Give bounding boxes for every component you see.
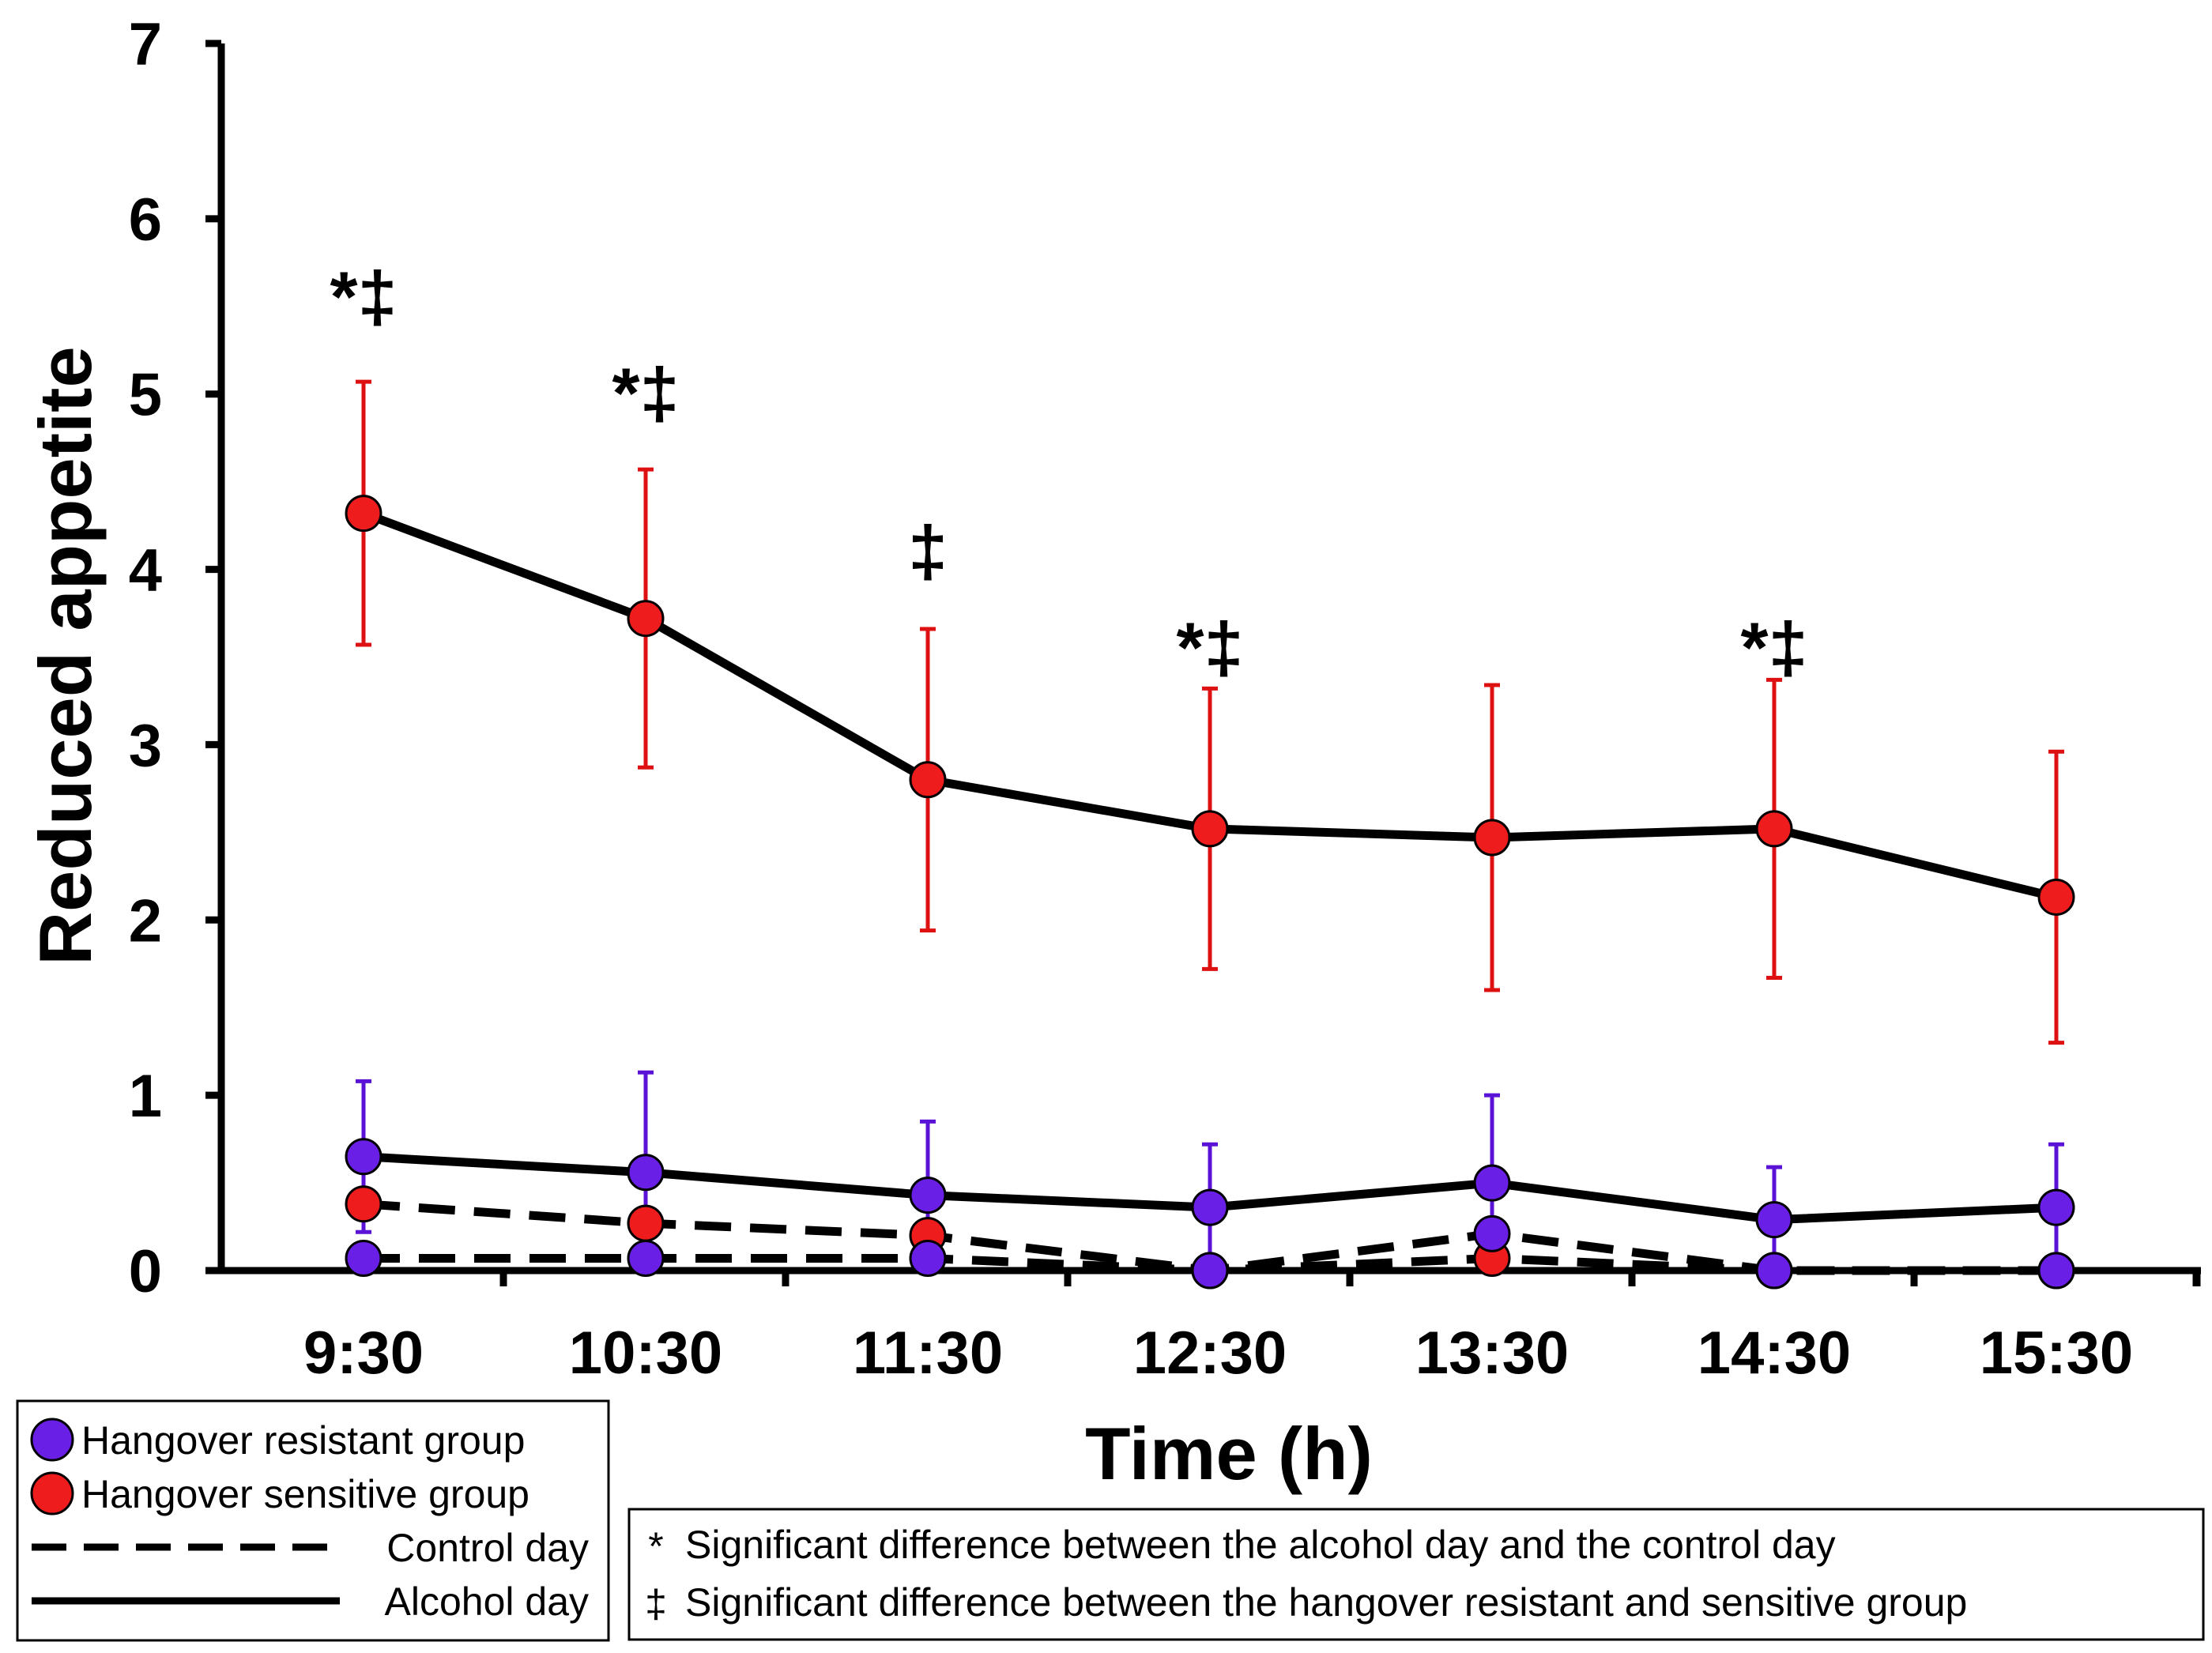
legend-marker-resistant	[30, 1418, 74, 1462]
marker-resistant-alcohol	[1191, 1188, 1229, 1226]
marker-resistant-alcohol	[909, 1177, 947, 1214]
marker-resistant-control	[345, 1239, 382, 1277]
marker-resistant-alcohol	[2037, 1188, 2075, 1226]
y-tick-label: 5	[129, 362, 162, 429]
x-tick-label: 9:30	[303, 1320, 424, 1387]
marker-resistant-alcohol	[627, 1154, 665, 1192]
legend-marker-sensitive	[30, 1471, 74, 1516]
marker-resistant-control	[2037, 1252, 2075, 1290]
marker-sensitive-control	[345, 1185, 382, 1223]
marker-sensitive-alcohol	[2037, 878, 2075, 916]
significance-mark: ‡	[908, 512, 948, 591]
marker-resistant-alcohol	[1755, 1201, 1793, 1239]
note-symbol-dagger: ‡	[645, 1582, 667, 1626]
significance-mark: *‡	[330, 258, 397, 337]
note-text-dagger: Significant difference between the hango…	[685, 1580, 1967, 1625]
x-axis-title: Time (h)	[1085, 1412, 1373, 1495]
notes-box	[627, 1508, 2205, 1641]
y-tick-label: 7	[129, 11, 162, 78]
significance-mark: *‡	[612, 355, 679, 434]
axes-layer: 0 1 2 3 4 5 6 7 9:30 10:30 11:30 12:30 13:30 14:30 15:…	[129, 11, 2201, 1387]
marker-resistant-control	[909, 1239, 947, 1277]
note-symbol-star: *	[648, 1524, 663, 1568]
marker-resistant-control	[627, 1239, 665, 1277]
y-tick-label: 6	[129, 186, 162, 254]
marker-sensitive-alcohol	[345, 495, 382, 533]
significance-mark: *‡	[1176, 608, 1243, 687]
x-tick-label: 11:30	[853, 1320, 1003, 1387]
legend-label-sensitive: Hangover sensitive group	[81, 1472, 529, 1516]
marker-resistant-control	[1191, 1252, 1229, 1290]
marker-sensitive-alcohol	[1755, 810, 1793, 848]
legend: Hangover resistant group Hangover sensit…	[16, 1399, 610, 1642]
legend-label-resistant: Hangover resistant group	[81, 1418, 525, 1463]
significance-annotations: *‡ *‡ ‡ *‡ *‡	[330, 258, 1807, 688]
marker-sensitive-control	[627, 1204, 665, 1242]
y-tick-label: 3	[129, 712, 162, 779]
marker-resistant-alcohol	[1473, 1164, 1511, 1202]
note-text-star: Significant difference between the alcoh…	[685, 1523, 1836, 1567]
y-axis-title: Reduced appetite	[24, 346, 107, 966]
marker-sensitive-alcohol	[909, 761, 947, 799]
marker-resistant-control	[1473, 1214, 1511, 1252]
legend-label-control: Control day	[386, 1526, 589, 1570]
significance-notes: * Significant difference between the alc…	[627, 1508, 2205, 1641]
y-tick-label: 1	[129, 1063, 162, 1130]
marker-sensitive-alcohol	[1473, 819, 1511, 857]
x-tick-label: 12:30	[1133, 1320, 1287, 1387]
y-tick-label: 0	[129, 1238, 162, 1305]
x-tick-label: 13:30	[1415, 1320, 1569, 1387]
x-tick-label: 15:30	[1980, 1320, 2133, 1387]
marker-sensitive-alcohol	[627, 600, 665, 638]
significance-mark: *‡	[1740, 608, 1807, 687]
marker-resistant-control	[1755, 1252, 1793, 1290]
marker-sensitive-alcohol	[1191, 810, 1229, 848]
marker-resistant-alcohol	[345, 1138, 382, 1176]
x-tick-label: 10:30	[569, 1320, 722, 1387]
data-markers	[345, 495, 2075, 1290]
y-tick-label: 4	[129, 537, 162, 604]
legend-label-alcohol: Alcohol day	[385, 1580, 590, 1624]
x-tick-label: 14:30	[1698, 1320, 1851, 1387]
y-tick-label: 2	[129, 887, 162, 955]
